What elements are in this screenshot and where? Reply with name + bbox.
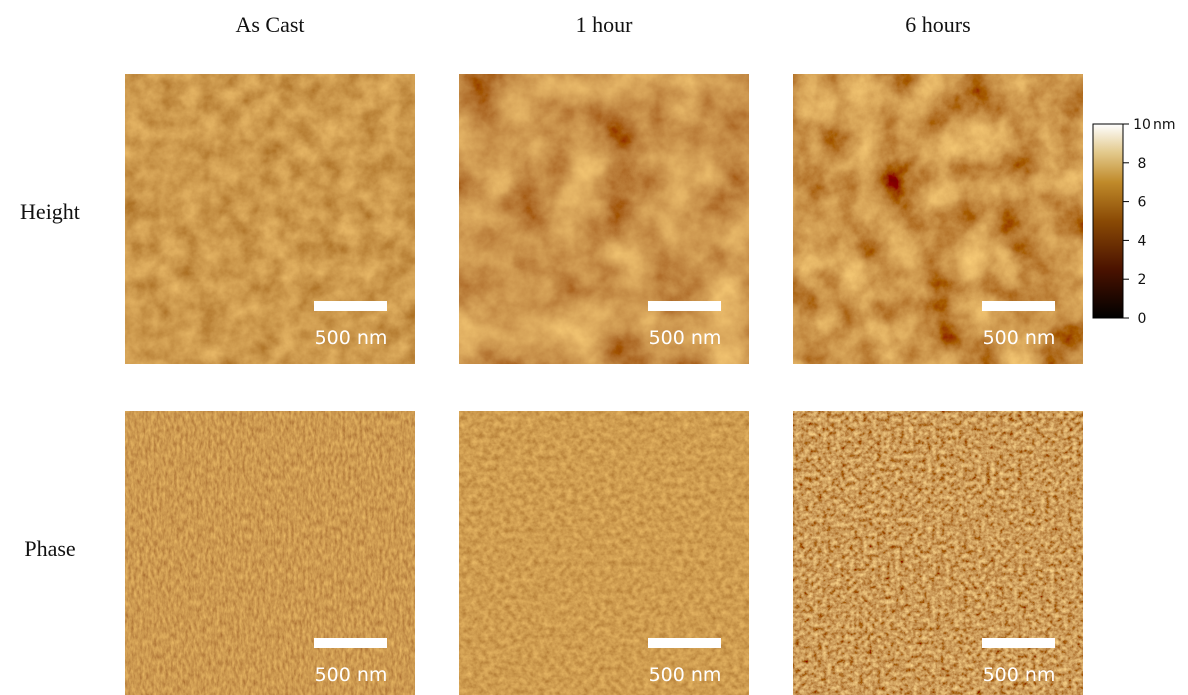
row-label: Height bbox=[20, 199, 80, 224]
afm-image bbox=[459, 74, 749, 364]
column-header: As Cast bbox=[235, 12, 304, 37]
scale-bar-label: 500 nm bbox=[649, 327, 722, 349]
colorbar-tick-label: 8 bbox=[1138, 156, 1147, 172]
scale-bar bbox=[982, 638, 1055, 648]
scale-bar-label: 500 nm bbox=[983, 664, 1056, 686]
colorbar-unit: nm bbox=[1153, 117, 1176, 133]
afm-image bbox=[125, 74, 415, 364]
column-header: 1 hour bbox=[576, 12, 634, 37]
scale-bar bbox=[648, 301, 721, 311]
scale-bar-label: 500 nm bbox=[649, 664, 722, 686]
row-label: Phase bbox=[24, 536, 75, 561]
scale-bar bbox=[982, 301, 1055, 311]
column-header: 6 hours bbox=[905, 12, 970, 37]
colorbar-tick-label: 6 bbox=[1138, 195, 1147, 211]
colorbar-tick-label: 2 bbox=[1138, 272, 1147, 288]
afm-image bbox=[125, 411, 415, 695]
scale-bar-label: 500 nm bbox=[983, 327, 1056, 349]
colorbar-tick-label: 4 bbox=[1138, 233, 1147, 249]
afm-image bbox=[793, 411, 1083, 695]
scale-bar-label: 500 nm bbox=[315, 327, 388, 349]
scale-bar bbox=[314, 301, 387, 311]
afm-image bbox=[459, 411, 749, 695]
scale-bar bbox=[648, 638, 721, 648]
scale-bar bbox=[314, 638, 387, 648]
afm-image bbox=[793, 74, 1083, 364]
colorbar-tick-label: 10 bbox=[1133, 117, 1151, 133]
scale-bar-label: 500 nm bbox=[315, 664, 388, 686]
colorbar-tick-label: 0 bbox=[1138, 311, 1147, 327]
colorbar bbox=[1092, 123, 1124, 319]
